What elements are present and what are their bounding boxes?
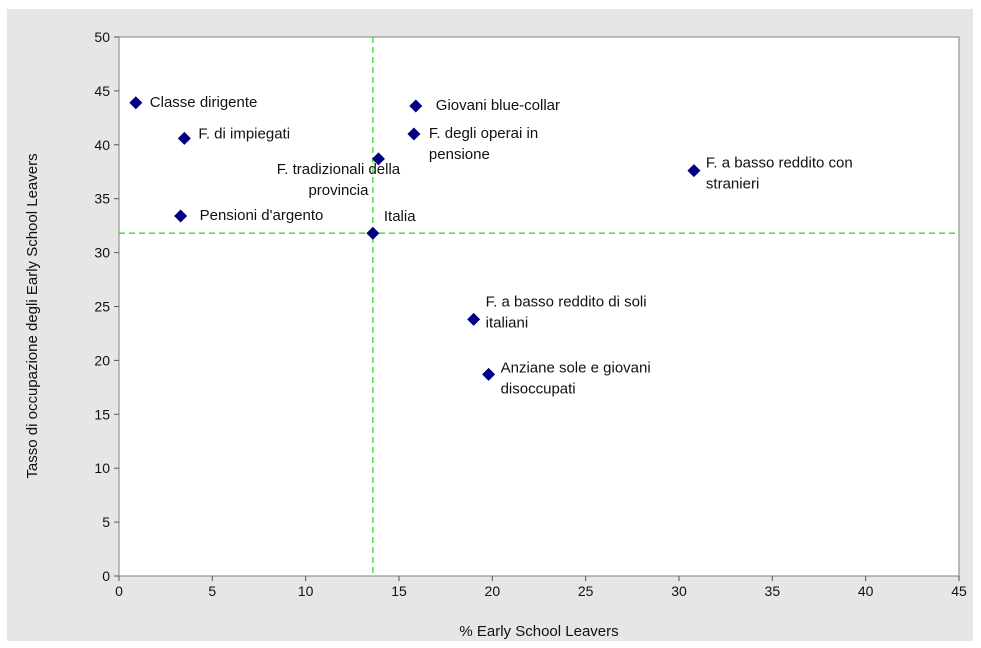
- x-tick-label: 25: [578, 583, 594, 599]
- chart-panel: 0 5 10 15 20 25 30 35 40 45 0 5 10 15 20 25 30 35 40 45 50 Cl…: [7, 9, 973, 641]
- y-tick-label: 50: [94, 29, 110, 45]
- x-axis-label: % Early School Leavers: [459, 623, 618, 640]
- data-point-label: F. tradizionali della provincia: [277, 161, 401, 199]
- y-tick-label: 20: [94, 352, 110, 368]
- data-point-label: F. a basso reddito con stranieri: [706, 155, 853, 193]
- data-point-label: Giovani blue-collar: [436, 97, 560, 114]
- data-point: [409, 99, 423, 113]
- x-tick-label: 5: [208, 583, 216, 599]
- y-tick-label: 10: [94, 460, 110, 476]
- y-tick-label: 30: [94, 245, 110, 261]
- scatter-chart: 0 5 10 15 20 25 30 35 40 45 0 5 10 15 20 25 30 35 40 45 50 Cl…: [24, 29, 967, 640]
- y-tick-label: 25: [94, 299, 110, 315]
- data-point: [407, 127, 421, 141]
- data-point: [366, 226, 380, 240]
- y-tick-label: 45: [94, 83, 110, 99]
- x-tick-label: 30: [671, 583, 687, 599]
- data-point-label: Pensioni d'argento: [200, 207, 324, 224]
- x-tick-label: 45: [951, 583, 967, 599]
- data-point: [482, 367, 496, 381]
- x-tick-label: 20: [485, 583, 501, 599]
- data-point-label: Classe dirigente: [150, 94, 258, 111]
- y-tick-label: 15: [94, 406, 110, 422]
- plot-area: [118, 36, 960, 577]
- x-tick-label: 35: [765, 583, 781, 599]
- y-tick-label: 5: [102, 514, 110, 530]
- y-tick-label: 0: [102, 568, 110, 584]
- data-point-label: F. a basso reddito di soli italiani: [486, 293, 647, 331]
- x-tick-label: 0: [115, 583, 123, 599]
- x-tick-label: 15: [391, 583, 407, 599]
- y-axis-label: Tasso di occupazione degli Early School …: [24, 153, 41, 478]
- y-tick-label: 40: [94, 137, 110, 153]
- data-point-label: Anziane sole e giovani disoccupati: [501, 359, 651, 397]
- data-point: [129, 96, 143, 110]
- chart-title: [0, 0, 981, 9]
- data-point-label: F. di impiegati: [198, 125, 290, 142]
- data-point-label: F. degli operai in pensione: [429, 125, 538, 163]
- data-point-label: Italia: [384, 208, 416, 225]
- data-point: [467, 312, 481, 326]
- data-point: [177, 131, 191, 145]
- data-point: [174, 209, 188, 223]
- data-point: [371, 152, 385, 166]
- plot-area-group: 0 5 10 15 20 25 30 35 40 45 0 5 10 15 20 25 30 35 40 45 50 Cl…: [94, 29, 967, 599]
- x-tick-label: 10: [298, 583, 314, 599]
- data-point: [687, 164, 701, 178]
- x-tick-label: 40: [858, 583, 874, 599]
- y-tick-label: 35: [94, 191, 110, 207]
